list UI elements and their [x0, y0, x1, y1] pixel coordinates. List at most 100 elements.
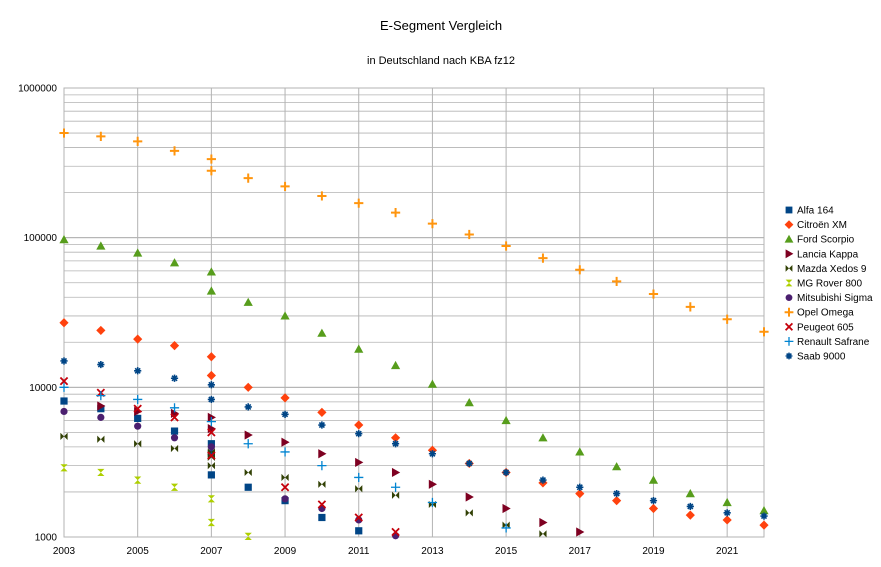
data-point	[280, 393, 290, 403]
y-tick-label: 1000	[35, 533, 58, 544]
data-point	[760, 512, 768, 520]
data-point	[576, 483, 584, 491]
data-point	[206, 267, 216, 276]
legend-label: Alfa 164	[797, 206, 834, 217]
data-point	[207, 450, 215, 458]
data-point	[281, 473, 289, 482]
data-point	[723, 509, 731, 517]
x-tick-label: 2013	[421, 546, 444, 557]
data-point	[96, 325, 106, 336]
data-point	[169, 341, 180, 351]
chart-subtitle: in Deutschland nach KBA fz12	[367, 55, 515, 67]
y-tick-label: 100000	[24, 233, 58, 244]
data-point	[648, 503, 659, 514]
data-point	[207, 451, 216, 460]
data-point	[502, 521, 510, 529]
data-point	[59, 382, 69, 392]
x-tick-label: 2005	[127, 546, 150, 557]
legend-marker	[784, 234, 794, 243]
data-point	[648, 289, 659, 299]
data-points	[59, 128, 769, 540]
data-point	[390, 433, 401, 443]
data-point	[134, 414, 142, 423]
data-point	[97, 401, 106, 411]
legend-label: Lancia Kappa	[797, 249, 859, 260]
plot-area-border	[63, 87, 765, 538]
data-point	[243, 297, 253, 306]
legend-marker	[784, 307, 794, 317]
data-point	[759, 506, 769, 515]
legend-marker	[784, 322, 794, 331]
data-point	[317, 407, 327, 418]
data-point	[759, 520, 769, 530]
grid	[63, 87, 764, 538]
legend-label: MG Rover 800	[797, 279, 862, 290]
data-point	[170, 444, 179, 453]
data-point	[244, 532, 252, 540]
data-point	[60, 397, 68, 405]
data-point	[206, 166, 216, 176]
legend-marker	[784, 220, 794, 229]
data-point	[280, 311, 290, 320]
data-point	[318, 513, 326, 522]
data-point	[354, 513, 363, 522]
data-point	[390, 208, 401, 218]
data-point	[355, 527, 363, 535]
data-point	[207, 471, 215, 479]
series-6	[60, 407, 400, 540]
data-point	[207, 448, 215, 456]
data-point	[354, 198, 364, 208]
data-point	[465, 509, 473, 517]
data-point	[60, 464, 68, 472]
x-axis-ticks: 2003 2005 2007 2009 2011 2013 2015 2017 2019 2021	[53, 546, 739, 557]
y-tick-label: 1000000	[18, 84, 57, 95]
data-point	[427, 219, 438, 229]
data-point	[280, 181, 290, 192]
legend-marker	[785, 279, 793, 287]
data-point	[538, 433, 548, 442]
data-point	[502, 503, 511, 514]
data-point	[355, 430, 363, 438]
legend-label: Saab 9000	[797, 352, 846, 363]
data-point	[134, 367, 142, 375]
data-point	[244, 430, 253, 440]
data-point	[59, 376, 69, 386]
series-9	[59, 382, 511, 533]
data-point	[465, 492, 474, 502]
data-point	[648, 475, 659, 484]
x-tick-label: 2003	[53, 546, 76, 557]
data-point	[612, 496, 622, 506]
y-axis-ticks: 1000 10000 100000 1000000	[18, 84, 57, 544]
data-point	[243, 439, 253, 449]
data-point	[97, 405, 105, 413]
data-point	[244, 468, 252, 477]
data-point	[243, 173, 253, 183]
data-point	[60, 357, 68, 365]
legend-label: Peugeot 605	[797, 322, 854, 333]
data-point	[59, 235, 69, 244]
data-point	[134, 422, 142, 430]
data-point	[502, 468, 510, 477]
data-point	[355, 485, 363, 493]
x-tick-label: 2011	[348, 546, 370, 557]
data-point	[96, 391, 106, 401]
data-point	[428, 479, 438, 489]
data-point	[317, 500, 327, 509]
data-point	[96, 241, 106, 250]
data-point	[390, 482, 401, 492]
data-point	[97, 360, 105, 369]
data-point	[134, 476, 142, 484]
data-point	[427, 379, 438, 388]
data-point	[97, 435, 105, 443]
series-1	[59, 318, 769, 530]
data-point	[575, 447, 585, 456]
data-point	[686, 502, 694, 511]
data-point	[169, 146, 180, 156]
data-point	[317, 191, 327, 201]
data-point	[501, 241, 511, 251]
data-point	[318, 421, 326, 429]
data-point	[391, 527, 400, 537]
data-point	[133, 394, 143, 405]
data-point	[97, 468, 105, 477]
data-point	[685, 302, 695, 312]
